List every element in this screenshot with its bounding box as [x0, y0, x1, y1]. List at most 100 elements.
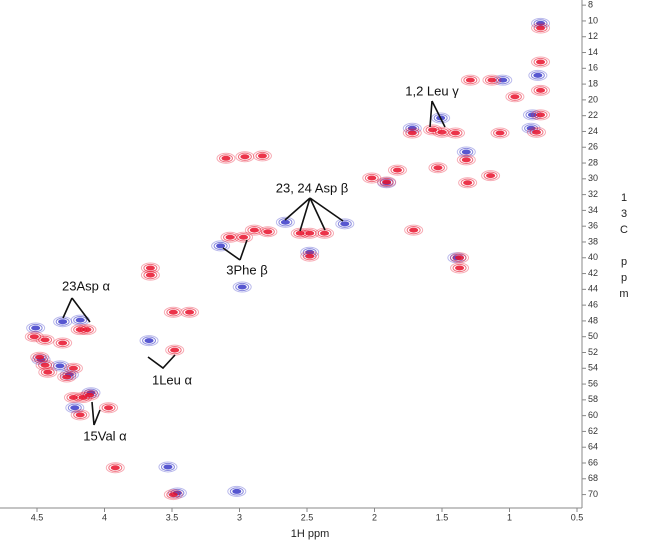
pointer — [222, 239, 248, 261]
annotation: 1,2 Leu γ — [405, 83, 459, 98]
peak-contour — [493, 128, 508, 138]
peak — [163, 489, 183, 501]
peak-contour — [405, 128, 420, 138]
peak-core — [144, 338, 154, 344]
peak-contour — [139, 335, 159, 347]
peak-core — [216, 243, 226, 249]
peak-core — [168, 309, 178, 315]
y-tick-label: 56 — [588, 378, 598, 388]
peak — [35, 334, 55, 346]
y-tick-label: 16 — [588, 63, 598, 73]
peak — [235, 151, 255, 163]
peak — [80, 389, 100, 401]
peak — [300, 250, 320, 262]
peak — [26, 322, 46, 334]
peak — [244, 224, 264, 236]
peak-core — [43, 369, 53, 375]
peak — [490, 127, 510, 139]
peak-contour — [432, 126, 452, 138]
annotation: 15Val α — [83, 428, 127, 443]
peak-core — [320, 230, 330, 236]
peak-core — [461, 149, 471, 155]
peak — [165, 344, 185, 356]
x-tick-label: 2.5 — [301, 512, 314, 522]
peak-contour — [425, 125, 440, 134]
pointer — [429, 100, 446, 128]
peak-contour — [450, 252, 470, 264]
peak-contour — [35, 359, 55, 371]
peak-core — [58, 340, 68, 346]
y-tick-label: 66 — [588, 457, 598, 467]
peak-contour — [232, 281, 252, 293]
peak-core — [145, 272, 155, 278]
peak — [505, 91, 525, 103]
peak-contour — [163, 306, 183, 318]
y-tick-label: 12 — [588, 31, 598, 41]
y-tick-label: 26 — [588, 142, 598, 152]
peak-contour — [81, 387, 101, 399]
peak-core — [367, 175, 377, 181]
peak-contour — [101, 403, 116, 412]
y-tick-label: 48 — [588, 315, 598, 325]
y-tick-label: 58 — [588, 394, 598, 404]
pointer — [62, 297, 91, 323]
peak-contour — [227, 485, 247, 497]
peak-contour — [458, 177, 478, 189]
peak-contour — [140, 262, 160, 274]
peak — [527, 126, 547, 138]
peak-core — [392, 167, 402, 173]
peak-contour — [167, 487, 187, 499]
peak-contour — [40, 368, 55, 377]
peak-contour — [484, 76, 499, 85]
peak-contour — [220, 231, 240, 243]
y-tick-label: 38 — [588, 236, 598, 246]
peak-core — [75, 412, 85, 418]
peak-contour — [452, 253, 467, 262]
peak-core — [437, 129, 447, 135]
peak-core — [221, 155, 231, 161]
peak-contour — [533, 86, 548, 95]
peak — [30, 351, 50, 363]
x-tick-label: 4 — [102, 512, 107, 522]
peak-core — [237, 284, 247, 290]
peak — [57, 371, 77, 383]
peak-contour — [160, 462, 175, 472]
y-tick-label: 60 — [588, 410, 598, 420]
peak-contour — [38, 335, 53, 344]
peak-contour — [448, 128, 463, 138]
peak-contour — [38, 366, 58, 378]
peak-contour — [531, 84, 551, 96]
peak-contour — [142, 336, 157, 345]
peak — [180, 306, 200, 318]
peak — [404, 224, 424, 236]
peak-contour — [530, 71, 545, 80]
peak-contour — [166, 308, 181, 317]
y-tick-label: 52 — [588, 347, 598, 357]
y-tick-label: 24 — [588, 126, 598, 136]
peak-core — [40, 337, 50, 343]
peak-contour — [67, 403, 82, 412]
peak — [258, 226, 278, 238]
annotations: 1,2 Leu γ 23, 24 Asp β 3Phe β 23Asp α 1L… — [62, 83, 459, 443]
peak-contour — [213, 241, 228, 251]
peak-core — [510, 94, 520, 100]
peak-core — [168, 492, 178, 498]
peak-contour — [335, 218, 355, 230]
peak — [456, 146, 476, 158]
peak-contour — [507, 92, 522, 101]
y-tick-label: 28 — [588, 157, 598, 167]
y-tick-label: 50 — [588, 331, 598, 341]
peak-contour — [57, 371, 77, 383]
peak-contour — [337, 219, 352, 228]
peak — [456, 154, 476, 166]
peak — [362, 172, 382, 184]
peak — [139, 335, 159, 347]
peak — [234, 231, 254, 243]
peak-core — [78, 394, 88, 400]
peak-contour — [490, 127, 510, 139]
peak-contour — [450, 262, 470, 274]
x-axis-label: 1H ppm — [290, 528, 330, 540]
peak-core — [163, 464, 173, 470]
peak-contour — [300, 227, 320, 239]
peak-contour — [66, 364, 81, 373]
